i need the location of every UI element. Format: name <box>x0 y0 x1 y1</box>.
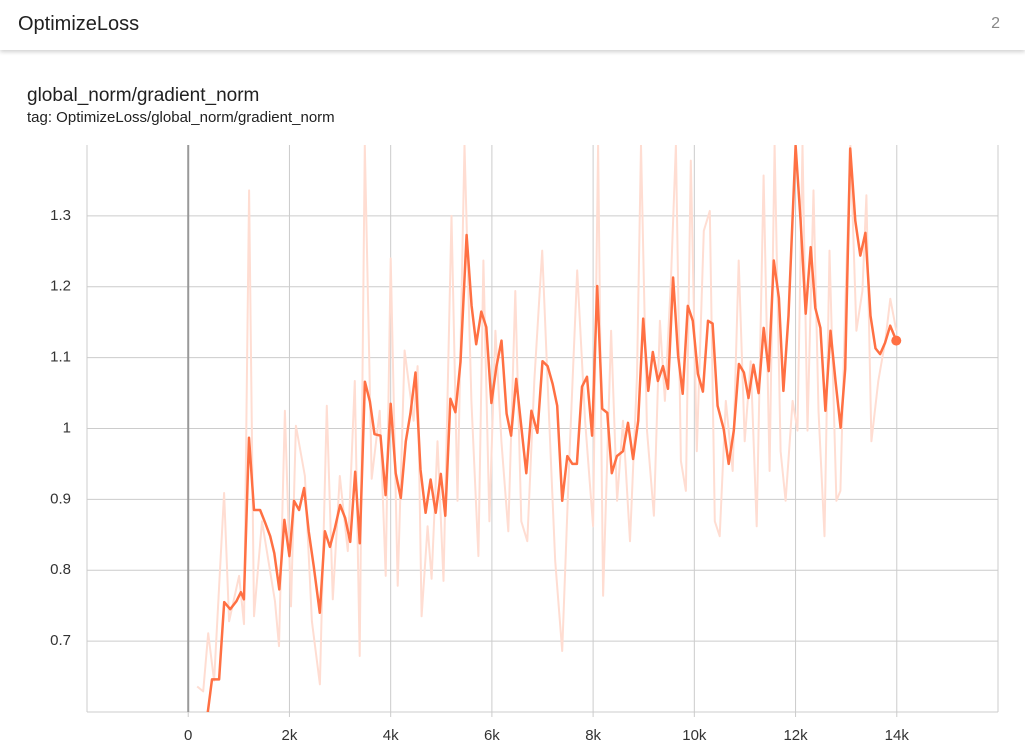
x-tick-label: 4k <box>383 727 399 744</box>
x-tick-label: 12k <box>783 727 808 744</box>
chart-title: global_norm/gradient_norm <box>27 85 259 106</box>
smoothed-line <box>206 145 898 712</box>
y-tick-label: 0.7 <box>50 632 71 649</box>
x-tick-label: 0 <box>184 727 192 744</box>
y-tick-label: 1 <box>63 419 71 436</box>
x-tick-label: 8k <box>585 727 601 744</box>
header-title: OptimizeLoss <box>18 13 140 35</box>
y-tick-label: 0.9 <box>50 490 71 507</box>
chart-subtitle: tag: OptimizeLoss/global_norm/gradient_n… <box>27 109 335 126</box>
y-tick-label: 0.8 <box>50 561 71 578</box>
x-tick-label: 6k <box>484 727 500 744</box>
x-tick-label: 2k <box>282 727 298 744</box>
header-count: 2 <box>991 15 1000 32</box>
y-tick-label: 1.1 <box>50 349 71 366</box>
y-tick-label: 1.2 <box>50 278 71 295</box>
y-tick-label: 1.3 <box>50 207 71 224</box>
header: OptimizeLoss 2 <box>0 0 1025 50</box>
x-tick-label: 14k <box>885 727 910 744</box>
raw-line <box>196 145 898 693</box>
last-point <box>891 335 902 346</box>
plot-area <box>196 145 902 712</box>
x-tick-label: 10k <box>682 727 707 744</box>
